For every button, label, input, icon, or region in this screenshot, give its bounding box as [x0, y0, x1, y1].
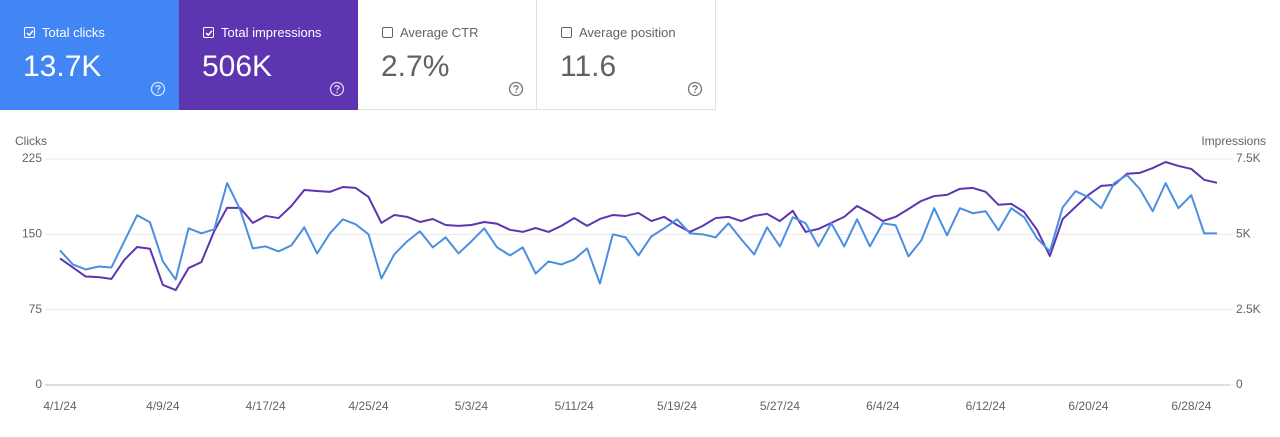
metric-label: Total impressions	[221, 25, 322, 40]
series-line	[59, 174, 1217, 285]
metric-label: Average position	[579, 25, 676, 40]
x-tick-label: 5/3/24	[455, 399, 489, 413]
metric-value: 13.7K	[23, 50, 102, 83]
x-tick-label: 4/1/24	[43, 399, 77, 413]
y2-tick-label: 0	[1236, 377, 1243, 391]
y2-tick-label: 2.5K	[1236, 302, 1261, 316]
y2-axis-label: Impressions	[1201, 134, 1266, 148]
x-tick-label: 6/20/24	[1068, 399, 1108, 413]
check	[25, 29, 34, 36]
metric-cards: Total clicks 13.7K Total impressions 506K Av…	[0, 0, 716, 110]
x-tick-label: 5/19/24	[657, 399, 697, 413]
help-icon[interactable]	[508, 81, 524, 97]
x-tick-label: 6/4/24	[866, 399, 900, 413]
help-icon[interactable]	[329, 81, 345, 97]
y-tick-label: 150	[22, 227, 42, 241]
series-line	[59, 161, 1218, 292]
help-icon[interactable]	[150, 81, 166, 97]
x-tick-label: 4/17/24	[246, 399, 286, 413]
x-tick-label: 6/28/24	[1171, 399, 1211, 413]
y2-tick-label: 7.5K	[1236, 151, 1261, 165]
metric-card[interactable]: Total impressions 506K	[179, 0, 358, 110]
check	[204, 29, 213, 36]
metric-value: 11.6	[560, 50, 617, 83]
checkbox[interactable]	[203, 27, 214, 38]
metric-card[interactable]: Average CTR 2.7%	[358, 0, 537, 110]
metric-card[interactable]: Average position 11.6	[537, 0, 716, 110]
metric-label: Total clicks	[42, 25, 105, 40]
y-tick-label: 75	[29, 302, 43, 316]
metric-card[interactable]: Total clicks 13.7K	[0, 0, 179, 110]
checkbox[interactable]	[24, 27, 35, 38]
y-tick-label: 225	[22, 151, 42, 165]
y-tick-label: 0	[35, 377, 42, 391]
x-tick-label: 6/12/24	[966, 399, 1006, 413]
x-tick-label: 4/25/24	[349, 399, 389, 413]
x-tick-label: 4/9/24	[146, 399, 180, 413]
x-tick-label: 5/27/24	[760, 399, 800, 413]
checkbox[interactable]	[382, 27, 393, 38]
metric-value: 506K	[202, 50, 273, 83]
y2-tick-label: 5K	[1236, 227, 1251, 241]
checkbox[interactable]	[561, 27, 572, 38]
metric-label: Average CTR	[400, 25, 479, 40]
metric-value: 2.7%	[381, 50, 450, 83]
x-tick-label: 5/11/24	[555, 399, 594, 413]
help-icon[interactable]	[687, 81, 703, 97]
y-axis-label: Clicks	[15, 134, 47, 148]
